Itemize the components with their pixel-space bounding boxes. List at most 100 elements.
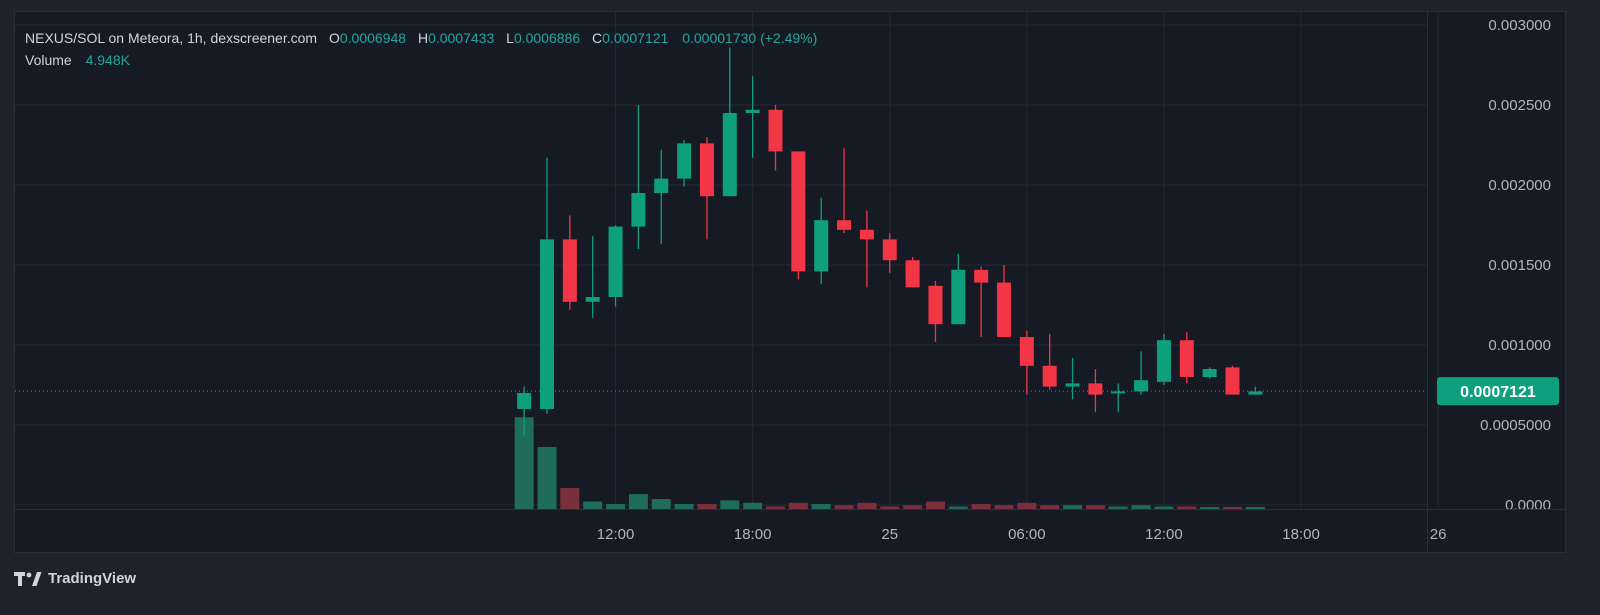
candle-body <box>699 143 714 197</box>
volume-value: 4.948K <box>85 52 130 68</box>
candle-body <box>905 260 920 288</box>
candle-body <box>997 282 1011 337</box>
current-price-badge[interactable] <box>1437 377 1559 406</box>
candlestick-series <box>517 47 1263 437</box>
time-axis-tick-label: 18:00 <box>734 526 772 543</box>
candle-body <box>1088 383 1103 395</box>
open-label: O <box>328 30 340 46</box>
volume-bar <box>674 504 694 509</box>
volume-legend-row: Volume 4.948K <box>25 49 817 71</box>
chart-frame[interactable]: 0.003000 0.002500 0.002000 0.001500 0.001000… <box>14 11 1567 554</box>
volume-bar <box>1108 506 1128 509</box>
volume-bar <box>880 506 900 509</box>
candle-body <box>1111 391 1126 394</box>
time-axis-tick-label: 18:00 <box>1282 526 1320 543</box>
tradingview-branding[interactable]: TradingView <box>14 566 136 590</box>
candle-body <box>837 220 852 230</box>
volume-bar <box>720 500 740 509</box>
candle-body <box>928 285 943 325</box>
price-axis-tick-label: 0.003000 <box>1488 17 1551 34</box>
price-axis-tick-label: 0.002000 <box>1488 177 1551 194</box>
time-axis[interactable]: 12:00 18:00 25 06:00 12:00 18:00 26 <box>15 509 1567 544</box>
candle-body <box>882 239 897 261</box>
time-axis-tick-label: 25 <box>881 526 898 543</box>
volume-bar <box>537 447 557 509</box>
volume-bar <box>1245 507 1265 509</box>
volume-bar <box>994 505 1014 509</box>
candle-body <box>951 269 966 325</box>
open-value: 0.0006948 <box>339 30 407 46</box>
volume-bar <box>606 504 626 509</box>
volume-bar <box>766 506 785 509</box>
candle-body <box>1156 340 1171 382</box>
volume-bar <box>1223 507 1242 509</box>
volume-bar <box>925 501 945 509</box>
tradingview-logo-text: TradingView <box>48 569 137 587</box>
candle-body <box>1248 391 1263 395</box>
volume-bar <box>583 501 603 509</box>
candle-body <box>517 393 532 409</box>
volume-bar <box>788 502 808 509</box>
high-value: 0.0007433 <box>428 30 495 46</box>
time-axis-tick-label: 26 <box>1430 526 1447 543</box>
volume-bar <box>1063 505 1083 509</box>
candle-body <box>1019 337 1034 366</box>
candle-body <box>1134 380 1149 392</box>
candle-body <box>974 269 989 283</box>
chart-legend: NEXUS/SOL on Meteora, 1h, dexscreener.co… <box>25 27 817 71</box>
volume-bar <box>903 505 923 509</box>
close-label: C <box>592 30 603 46</box>
volume-bars <box>514 417 1265 509</box>
volume-bar <box>1177 506 1197 509</box>
volume-bar <box>560 487 580 509</box>
low-label: L <box>506 30 514 46</box>
current-price-badge-label: 0.0007121 <box>1460 384 1536 401</box>
candle-body <box>540 239 554 409</box>
candle-body <box>608 226 623 297</box>
close-value: 0.0007121 <box>602 30 669 46</box>
candle-body <box>722 113 737 197</box>
candle-body <box>562 239 577 302</box>
candle-body <box>859 229 874 240</box>
volume-bar <box>1154 506 1174 509</box>
high-label: H <box>417 30 429 46</box>
price-axis[interactable]: 0.003000 0.002500 0.002000 0.001500 0.001000… <box>1427 12 1560 554</box>
volume-bar <box>651 499 671 509</box>
low-value: 0.0006886 <box>513 30 581 46</box>
candle-body <box>1042 365 1057 387</box>
candle-body <box>1225 367 1240 395</box>
candle-body <box>745 109 760 113</box>
volume-bar <box>514 417 534 509</box>
price-axis-tick-label: 0.002500 <box>1488 97 1551 114</box>
grid-lines <box>15 12 1439 509</box>
price-axis-tick-label: 0.0000 <box>1505 497 1551 514</box>
volume-bar <box>743 502 763 509</box>
symbol-title[interactable]: NEXUS/SOL on Meteora, 1h, dexscreener.co… <box>25 30 318 46</box>
candle-body <box>677 143 692 179</box>
price-chart[interactable]: 0.003000 0.002500 0.002000 0.001500 0.001000… <box>15 12 1567 554</box>
volume-bar <box>1131 505 1151 509</box>
price-axis-tick-label: 0.0005000 <box>1480 417 1551 434</box>
candle-body <box>814 220 829 272</box>
candle-body <box>1202 369 1217 377</box>
price-axis-tick-label: 0.001000 <box>1488 337 1551 354</box>
volume-bar <box>971 504 991 509</box>
candle-body <box>791 151 806 272</box>
volume-bar <box>1085 505 1105 509</box>
volume-label[interactable]: Volume <box>25 52 72 68</box>
volume-bar <box>811 504 831 509</box>
volume-bar <box>1200 507 1220 509</box>
candle-body <box>654 178 669 193</box>
change-value: 0.00001730 (+2.49%) <box>682 30 818 46</box>
candle-body <box>585 297 600 302</box>
volume-bar <box>1040 505 1060 509</box>
volume-bar <box>857 502 877 509</box>
candle-body <box>1065 383 1080 387</box>
volume-bar <box>628 494 648 509</box>
volume-bar <box>697 504 717 509</box>
candle-body <box>768 109 783 152</box>
volume-bar <box>834 505 854 509</box>
time-axis-tick-label: 12:00 <box>1145 526 1183 543</box>
candle-body <box>631 193 646 227</box>
tradingview-logo-icon <box>14 572 42 586</box>
